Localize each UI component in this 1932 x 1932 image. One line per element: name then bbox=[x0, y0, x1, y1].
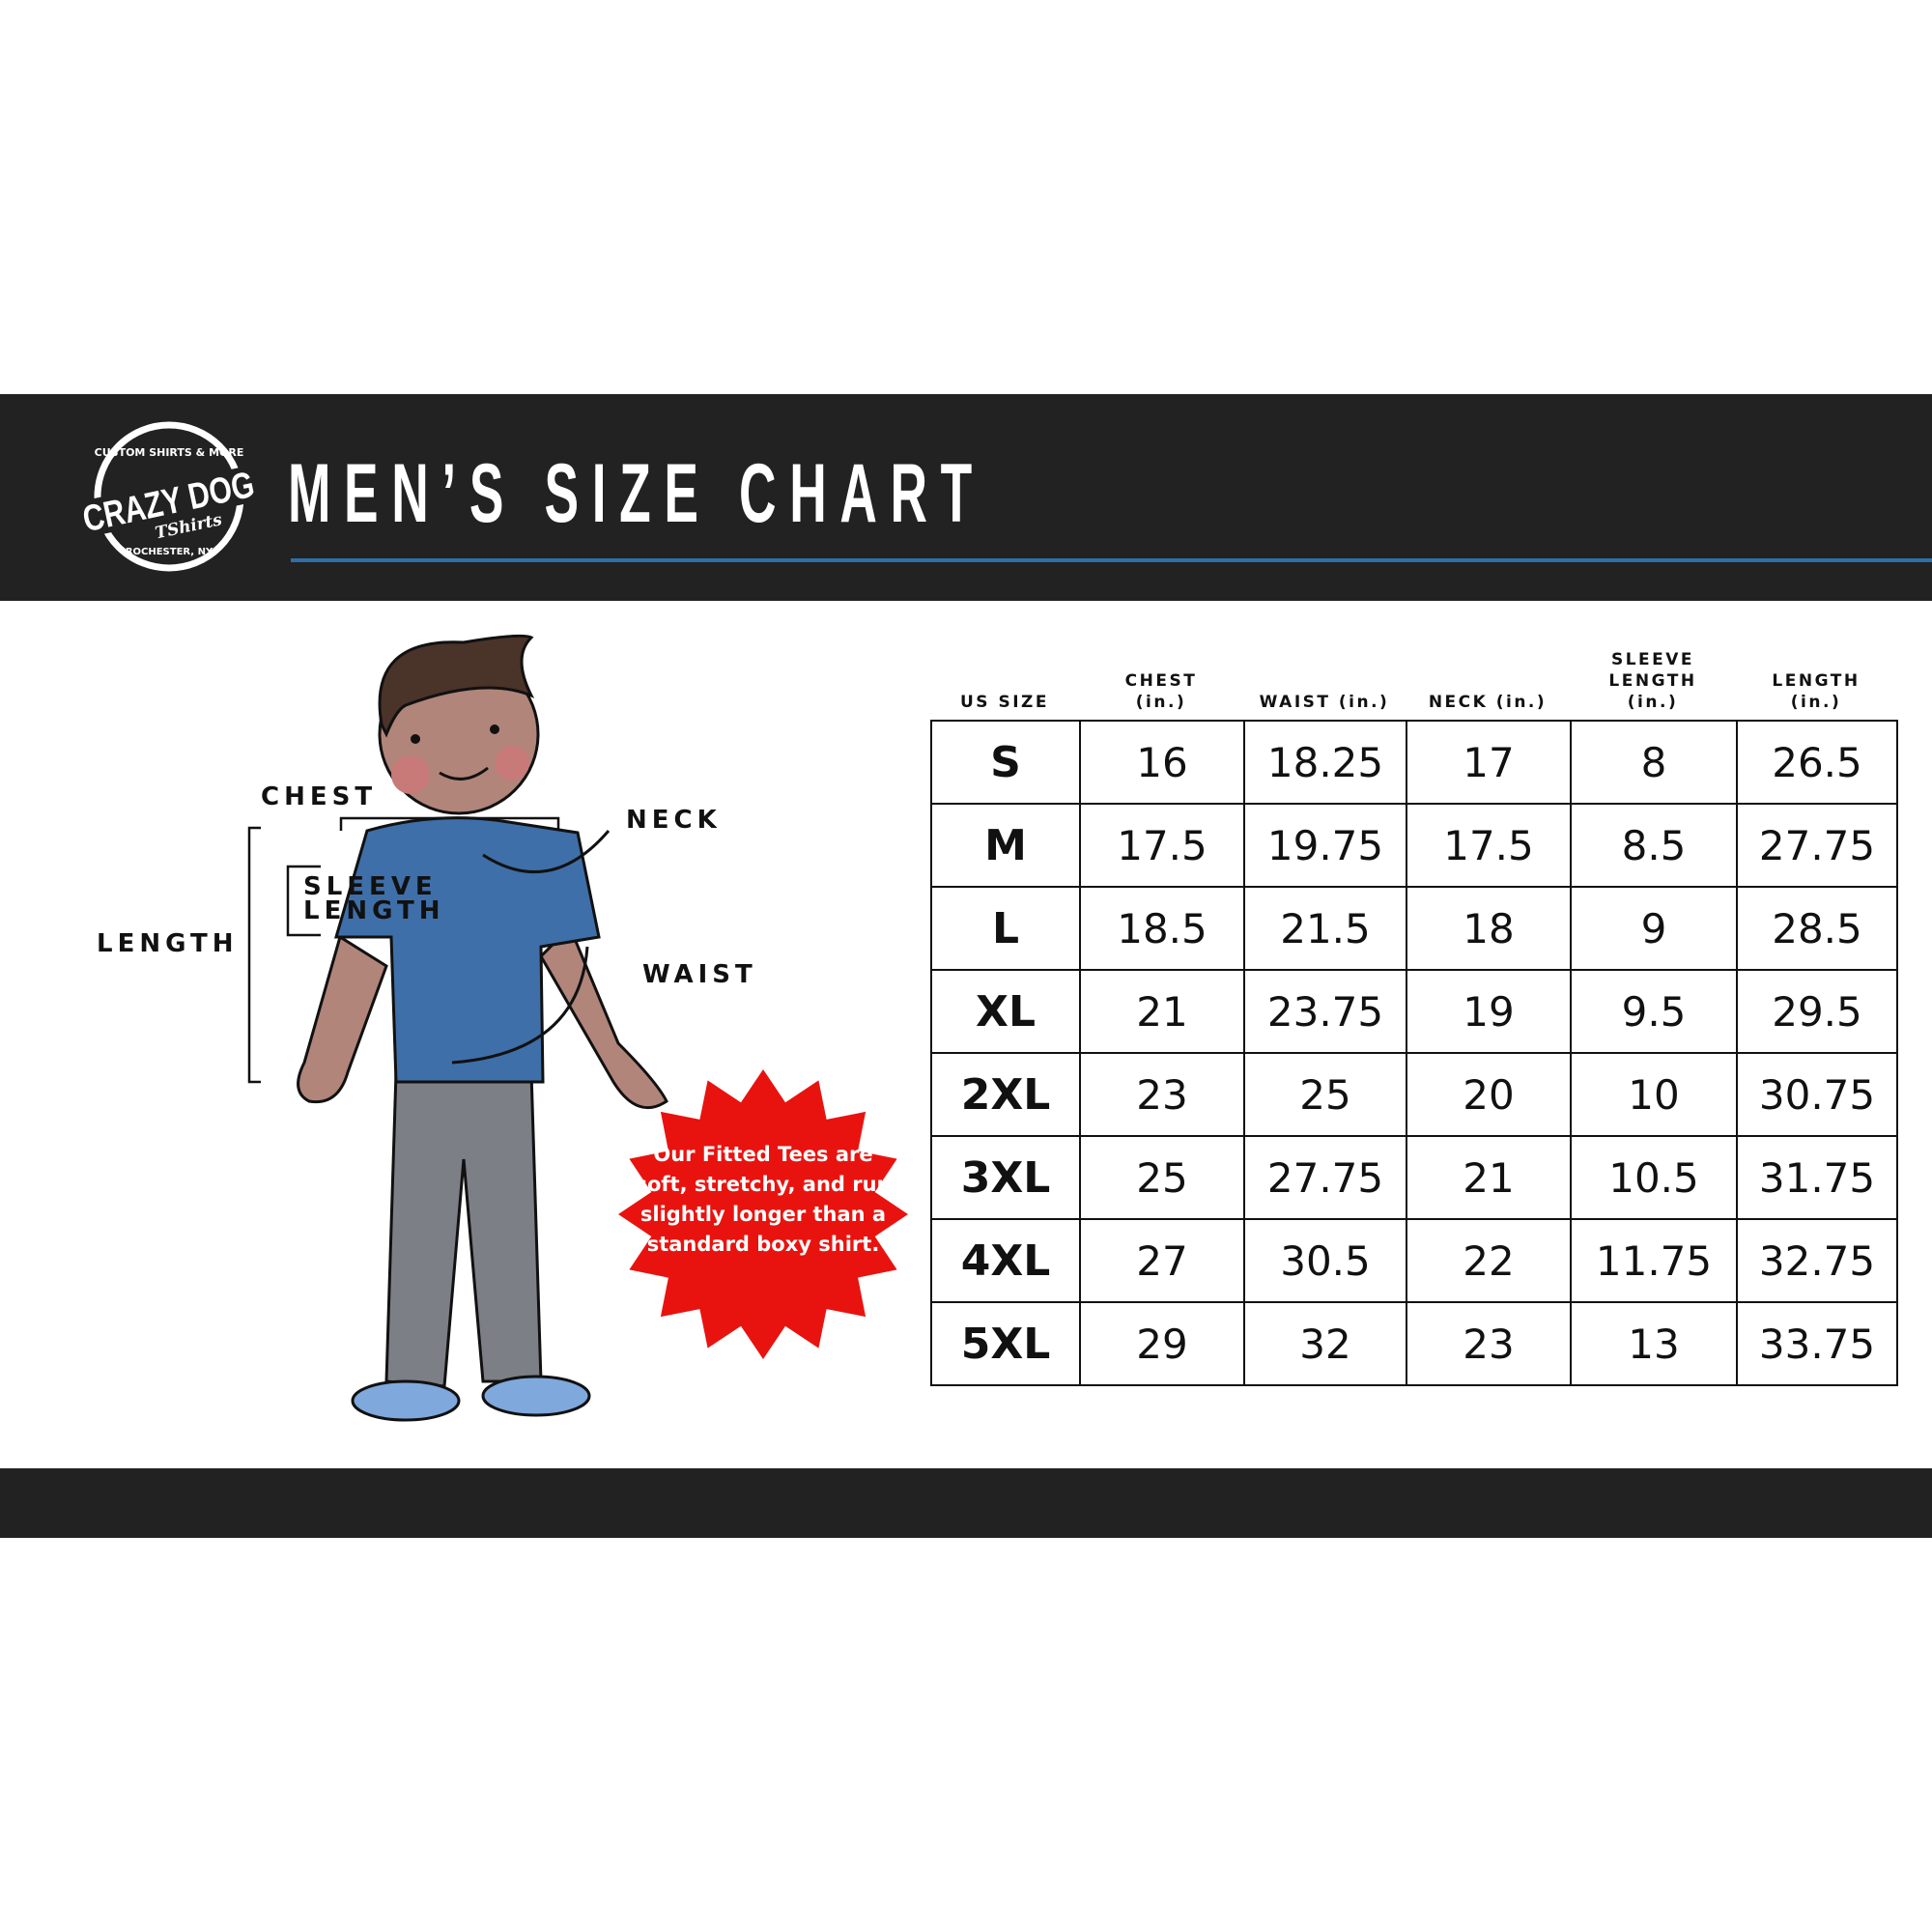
measurement-cell: 25 bbox=[1079, 1135, 1245, 1220]
length-bracket bbox=[247, 826, 261, 1084]
measurement-cell: 19 bbox=[1406, 969, 1572, 1054]
measurement-cell: 21.5 bbox=[1243, 886, 1407, 971]
column-header: SLEEVE LENGTH (in.) bbox=[1608, 650, 1697, 712]
measurement-cell: 27 bbox=[1079, 1218, 1245, 1303]
waist-label: WAIST bbox=[642, 960, 757, 989]
column-header: NECK (in.) bbox=[1428, 693, 1548, 712]
size-cell: 2XL bbox=[930, 1052, 1081, 1137]
size-table: S 16 18.25 17 8 26.5 M 17.5 19.75 17.5 8.5 27.75 L 18… bbox=[930, 720, 1898, 1386]
footer-band bbox=[0, 1468, 1932, 1538]
measurement-cell: 22 bbox=[1406, 1218, 1572, 1303]
column-header: US SIZE bbox=[960, 693, 1049, 712]
page-title: MEN’S SIZE CHART bbox=[288, 447, 985, 540]
measurement-cell: 21 bbox=[1079, 969, 1245, 1054]
size-cell: 4XL bbox=[930, 1218, 1081, 1303]
size-cell: 3XL bbox=[930, 1135, 1081, 1220]
measurement-cell: 23.75 bbox=[1243, 969, 1407, 1054]
measurement-cell: 21 bbox=[1406, 1135, 1572, 1220]
measurement-cell: 8.5 bbox=[1570, 803, 1738, 888]
size-cell: XL bbox=[930, 969, 1081, 1054]
crazy-dog-logo: CUSTOM SHIRTS & MORE CRAZY DOG TShirts R… bbox=[77, 421, 261, 572]
boy-illustration bbox=[247, 634, 668, 1422]
length-label: LENGTH bbox=[97, 929, 239, 958]
measurement-cell: 30.75 bbox=[1736, 1052, 1898, 1137]
callout-text: Our Fitted Tees are soft, stretchy, and … bbox=[635, 1143, 892, 1256]
table-row: L 18.5 21.5 18 9 28.5 bbox=[930, 886, 1898, 971]
chest-label: CHEST bbox=[261, 782, 378, 811]
measurement-cell: 23 bbox=[1406, 1301, 1572, 1386]
measurement-cell: 18.25 bbox=[1243, 720, 1407, 805]
table-row: 5XL 29 32 23 13 33.75 bbox=[930, 1301, 1898, 1386]
measurement-cell: 17.5 bbox=[1406, 803, 1572, 888]
measurement-cell: 17.5 bbox=[1079, 803, 1245, 888]
sleeve-length-label: SLEEVE LENGTH bbox=[303, 872, 445, 925]
column-header: LENGTH (in.) bbox=[1772, 671, 1861, 712]
header-band bbox=[0, 394, 1932, 601]
measurement-cell: 17 bbox=[1406, 720, 1572, 805]
svg-text:CUSTOM SHIRTS & MORE: CUSTOM SHIRTS & MORE bbox=[95, 446, 244, 459]
table-row: M 17.5 19.75 17.5 8.5 27.75 bbox=[930, 803, 1898, 888]
measurement-cell: 33.75 bbox=[1736, 1301, 1898, 1386]
table-row: S 16 18.25 17 8 26.5 bbox=[930, 720, 1898, 805]
measurement-cell: 32.75 bbox=[1736, 1218, 1898, 1303]
svg-text:ROCHESTER, NY: ROCHESTER, NY bbox=[126, 547, 213, 557]
measurement-cell: 18.5 bbox=[1079, 886, 1245, 971]
table-row: XL 21 23.75 19 9.5 29.5 bbox=[930, 969, 1898, 1054]
size-cell: L bbox=[930, 886, 1081, 971]
title-underline bbox=[291, 558, 1932, 562]
measurement-cell: 29.5 bbox=[1736, 969, 1898, 1054]
measurement-cell: 29 bbox=[1079, 1301, 1245, 1386]
measurement-cell: 27.75 bbox=[1243, 1135, 1407, 1220]
column-header: CHEST (in.) bbox=[1124, 671, 1198, 712]
measurement-cell: 32 bbox=[1243, 1301, 1407, 1386]
measurement-cell: 20 bbox=[1406, 1052, 1572, 1137]
measurement-cell: 23 bbox=[1079, 1052, 1245, 1137]
measurement-cell: 8 bbox=[1570, 720, 1738, 805]
neck-label: NECK bbox=[626, 806, 722, 835]
measurement-cell: 16 bbox=[1079, 720, 1245, 805]
sleeve-bracket bbox=[286, 865, 321, 937]
measurement-cell: 26.5 bbox=[1736, 720, 1898, 805]
measurement-cell: 25 bbox=[1243, 1052, 1407, 1137]
measurement-cell: 10.5 bbox=[1570, 1135, 1738, 1220]
size-cell: 5XL bbox=[930, 1301, 1081, 1386]
table-row: 4XL 27 30.5 22 11.75 32.75 bbox=[930, 1218, 1898, 1303]
size-cell: M bbox=[930, 803, 1081, 888]
measurement-cell: 30.5 bbox=[1243, 1218, 1407, 1303]
size-cell: S bbox=[930, 720, 1081, 805]
measurement-cell: 13 bbox=[1570, 1301, 1738, 1386]
table-row: 2XL 23 25 20 10 30.75 bbox=[930, 1052, 1898, 1137]
measurement-cell: 27.75 bbox=[1736, 803, 1898, 888]
measurement-cell: 9.5 bbox=[1570, 969, 1738, 1054]
callout-starburst bbox=[618, 1069, 908, 1359]
column-header: WAIST (in.) bbox=[1259, 693, 1390, 712]
measurement-cell: 18 bbox=[1406, 886, 1572, 971]
measurement-cell: 9 bbox=[1570, 886, 1738, 971]
measurement-cell: 11.75 bbox=[1570, 1218, 1738, 1303]
measurement-cell: 31.75 bbox=[1736, 1135, 1898, 1220]
measurement-cell: 10 bbox=[1570, 1052, 1738, 1137]
measurement-cell: 28.5 bbox=[1736, 886, 1898, 971]
measurement-cell: 19.75 bbox=[1243, 803, 1407, 888]
table-row: 3XL 25 27.75 21 10.5 31.75 bbox=[930, 1135, 1898, 1220]
